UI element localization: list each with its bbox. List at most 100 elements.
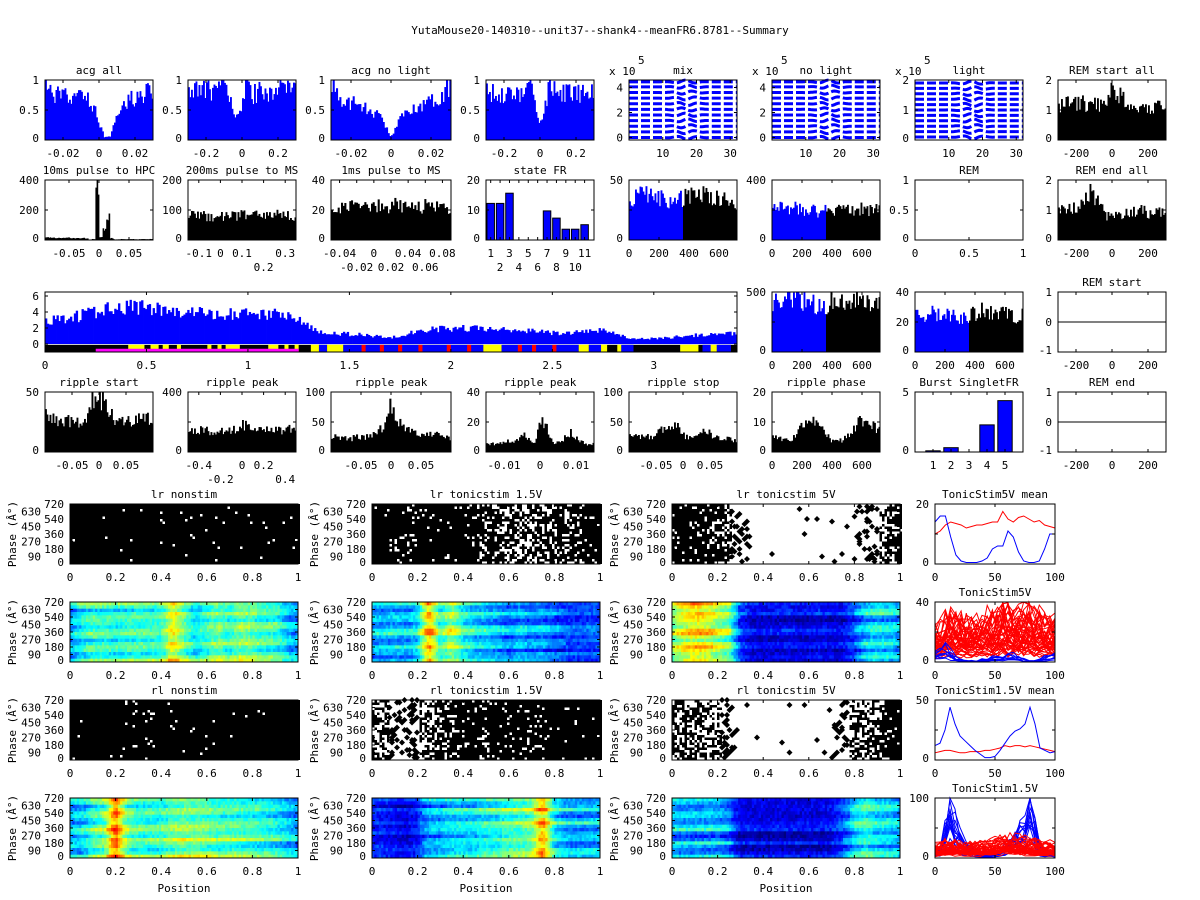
histogram-bar xyxy=(574,86,577,140)
histogram-bar xyxy=(51,423,53,452)
heatmap-cell xyxy=(202,615,206,620)
heatmap-cell xyxy=(142,602,146,606)
histogram-bar xyxy=(412,334,415,344)
heatmap-cell xyxy=(236,608,240,613)
heatmap-cell xyxy=(220,625,224,630)
histogram-bar xyxy=(269,212,271,240)
heatmap-cell xyxy=(127,602,130,606)
heatmap-cell xyxy=(97,632,101,636)
histogram-bar xyxy=(808,420,810,452)
heatmap-cell xyxy=(133,632,137,636)
heatmap-cell xyxy=(152,618,155,623)
heatmap-cell xyxy=(250,645,253,650)
heatmap-cell xyxy=(161,658,164,663)
state-segment xyxy=(150,344,159,352)
histogram-bar xyxy=(642,191,645,240)
heatmap-cell xyxy=(129,612,133,616)
histogram-bar xyxy=(213,84,216,140)
heatmap-cell xyxy=(213,608,217,613)
heatmap-cell xyxy=(108,618,112,623)
histogram-bar xyxy=(81,309,84,344)
heatmap-cell xyxy=(250,655,253,660)
heatmap-cell xyxy=(263,648,267,653)
histogram-bar xyxy=(427,202,430,240)
heatmap-cell xyxy=(70,625,73,630)
histogram-bar xyxy=(55,238,58,240)
histogram-bar xyxy=(645,435,648,452)
histogram-bar xyxy=(976,318,979,352)
heatmap-cell xyxy=(152,648,155,653)
histogram-bar xyxy=(526,439,529,452)
heatmap-cell xyxy=(113,652,117,656)
heatmap-cell xyxy=(101,605,105,610)
heatmap-cell xyxy=(218,615,221,620)
heatmap-cell xyxy=(184,655,187,660)
x-tick-label: 1 xyxy=(487,247,494,260)
heatmap-cell xyxy=(250,622,253,626)
heatmap-cell xyxy=(127,638,130,643)
histogram-bar xyxy=(681,206,684,240)
histogram-bar xyxy=(372,432,375,452)
histogram-bar xyxy=(794,437,797,452)
y-tick-label: 0 xyxy=(32,232,39,245)
y-tick-label: 630 xyxy=(21,506,41,519)
x-tick-label: 0.2 xyxy=(708,571,728,584)
histogram-bar xyxy=(114,425,116,452)
histogram-bar xyxy=(615,334,619,344)
y-tick-label: 40 xyxy=(467,386,480,399)
heatmap-cell xyxy=(243,615,247,620)
histogram-bar xyxy=(62,315,65,344)
histogram-bar xyxy=(841,442,843,452)
heatmap-cell xyxy=(142,648,146,653)
y-tick-label: 0 xyxy=(616,132,623,145)
heatmap-cell xyxy=(152,602,155,606)
heatmap-cell xyxy=(138,602,142,606)
histogram-bar xyxy=(285,92,288,140)
histogram-bar xyxy=(431,202,434,240)
histogram-bar xyxy=(951,314,953,352)
histogram-bar xyxy=(407,206,410,240)
heatmap-cell xyxy=(95,612,98,616)
heatmap-cell xyxy=(120,655,123,660)
heatmap-cell xyxy=(163,635,167,640)
y-tick-label: 720 xyxy=(44,498,64,511)
heatmap-cell xyxy=(250,642,253,646)
heatmap-cell xyxy=(225,602,228,606)
heatmap-cell xyxy=(85,615,89,620)
histogram-bar xyxy=(82,99,85,140)
heatmap-cell xyxy=(261,628,265,633)
histogram-bar xyxy=(96,401,98,452)
histogram-bar xyxy=(550,335,553,344)
heatmap-cell xyxy=(104,658,107,663)
heatmap-cell xyxy=(229,615,233,620)
x-tick-label: 0 xyxy=(96,459,103,472)
histogram-bar xyxy=(276,430,279,452)
subplot-title: ripple phase xyxy=(786,376,865,389)
histogram-bar xyxy=(293,427,295,452)
histogram-bar xyxy=(374,205,377,240)
x-tick-label: 0 xyxy=(388,147,395,160)
heatmap-cell xyxy=(256,602,260,606)
heatmap-cell xyxy=(85,635,89,640)
heatmap-cell xyxy=(179,612,183,616)
histogram-bar xyxy=(285,217,288,240)
histogram-bar xyxy=(836,440,839,452)
histogram-bar xyxy=(426,203,429,240)
heatmap-cell xyxy=(250,628,253,633)
heatmap-cell xyxy=(229,638,233,643)
heatmap-cell xyxy=(149,628,153,633)
histogram-bar xyxy=(1149,210,1152,240)
histogram-bar xyxy=(933,309,935,352)
histogram-bar xyxy=(581,330,584,344)
bar xyxy=(997,400,1013,453)
heatmap-cell xyxy=(247,632,251,636)
histogram-bar xyxy=(1139,207,1141,240)
heatmap-cell xyxy=(218,605,221,610)
heatmap-cell xyxy=(270,608,274,613)
heatmap-cell xyxy=(236,638,240,643)
histogram-bar xyxy=(294,430,297,452)
heatmap-cell xyxy=(156,652,160,656)
histogram-bar xyxy=(389,136,392,140)
heatmap-cell xyxy=(231,652,235,656)
